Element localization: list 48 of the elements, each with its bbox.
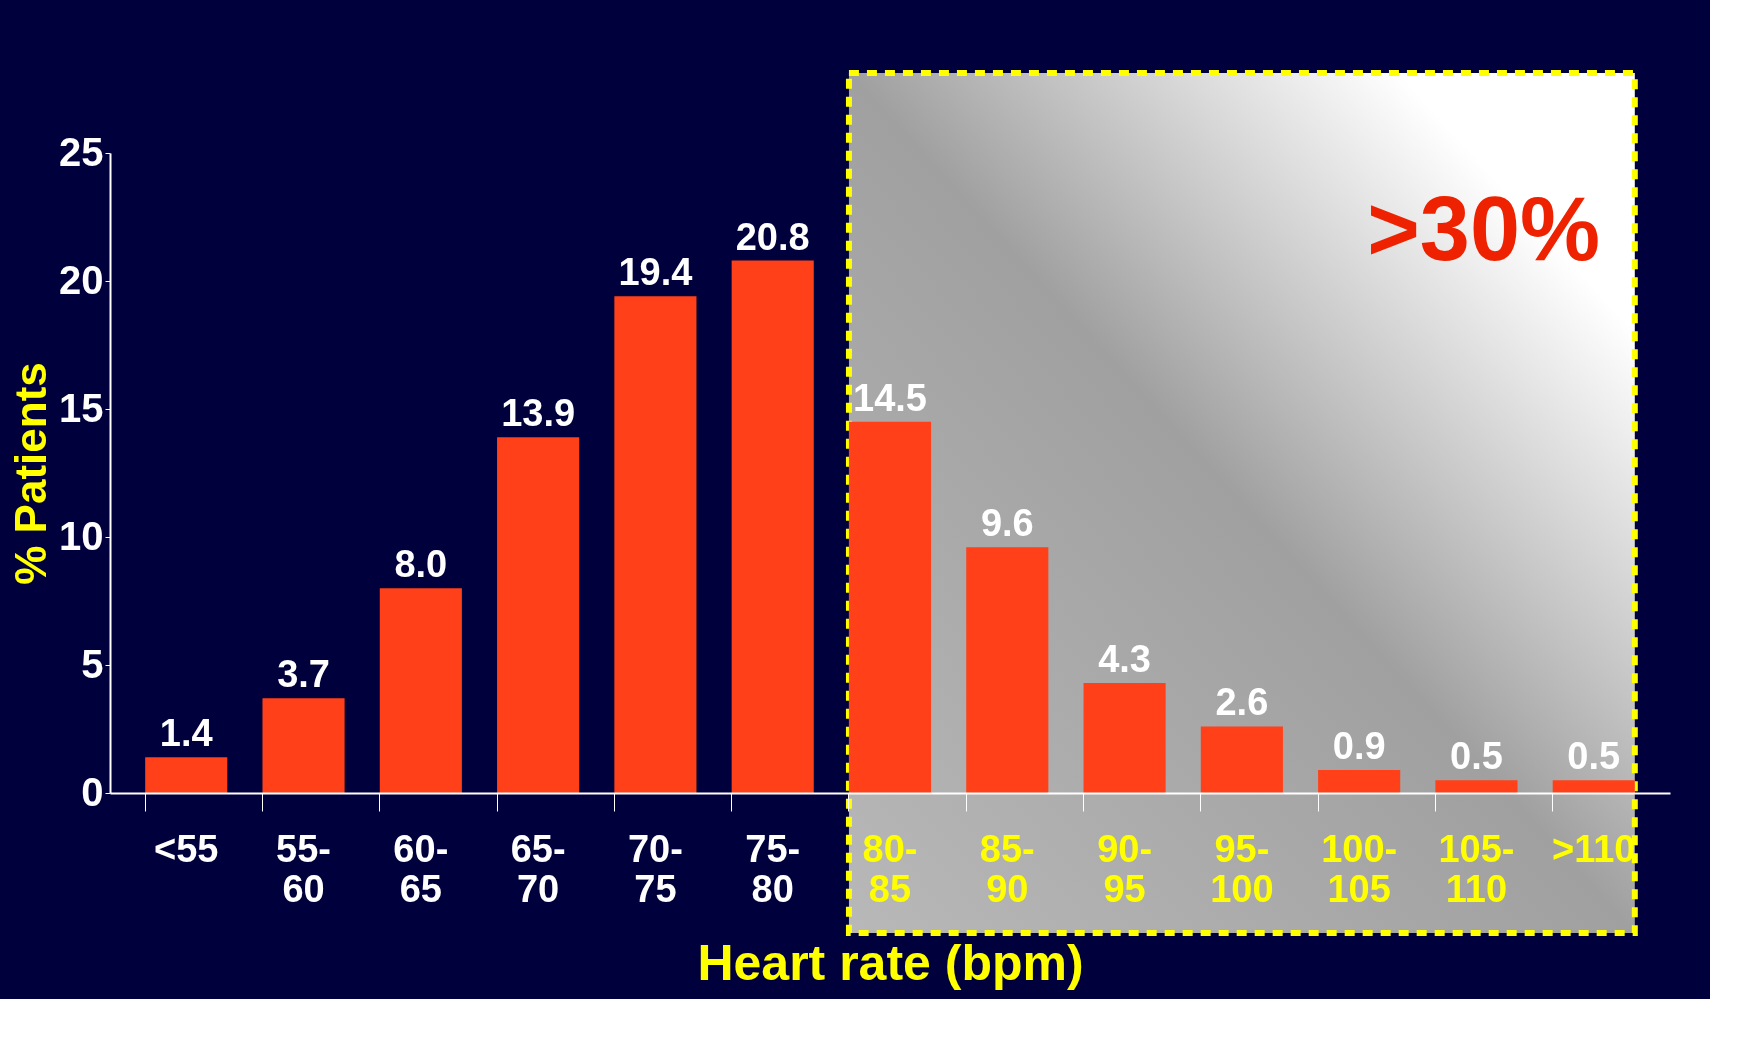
data-label: 20.8 <box>735 215 810 258</box>
y-tick-label: 25 <box>59 129 104 174</box>
x-tick-label: 85-90 <box>979 827 1035 910</box>
bar <box>1435 780 1518 793</box>
x-tick-label: 90-95 <box>1097 827 1153 910</box>
bar <box>1552 780 1635 793</box>
x-tick-label: 80-85 <box>862 827 918 910</box>
data-label: 0.5 <box>1450 735 1503 778</box>
y-tick-label: 10 <box>59 513 104 558</box>
y-tick-label: 20 <box>59 257 104 302</box>
y-tick-label: 0 <box>81 769 104 814</box>
bar <box>497 437 580 793</box>
x-tick-label: 55-60 <box>276 827 331 910</box>
x-tick-label: >110 <box>1552 827 1636 870</box>
bar <box>731 260 814 793</box>
bar <box>1083 682 1166 793</box>
annotation: >30% <box>1367 179 1600 279</box>
data-label: 0.5 <box>1567 735 1621 778</box>
x-tick-label: 95-100 <box>1210 827 1274 910</box>
x-tick-label: 65-70 <box>510 827 566 910</box>
bar <box>379 588 462 793</box>
bar <box>614 296 697 793</box>
x-tick-label: 100-105 <box>1321 827 1398 910</box>
bar <box>1318 769 1401 793</box>
bar <box>262 698 345 793</box>
x-tick-label: <55 <box>154 827 219 870</box>
data-label: 14.5 <box>853 376 927 419</box>
data-label: 19.4 <box>618 251 693 294</box>
data-label: 1.4 <box>159 712 213 755</box>
x-tick-label: 75-80 <box>745 827 801 910</box>
y-axis-title: % Patients <box>6 362 56 585</box>
x-axis-title: Heart rate (bpm) <box>697 934 1084 991</box>
y-tick-label: 5 <box>81 641 104 686</box>
y-tick-label: 15 <box>59 385 104 430</box>
data-label: 4.3 <box>1098 637 1151 680</box>
x-tick-label: 60-65 <box>393 827 449 910</box>
data-label: 0.9 <box>1332 724 1386 767</box>
data-label: 2.6 <box>1215 681 1269 724</box>
data-label: 9.6 <box>980 502 1034 545</box>
bar <box>848 421 932 793</box>
data-label: 3.7 <box>277 653 330 696</box>
data-label: 13.9 <box>501 392 576 435</box>
bar <box>966 547 1049 793</box>
x-tick-label: 70-75 <box>627 827 683 910</box>
bar <box>145 757 228 793</box>
x-tick-label: 105-110 <box>1438 827 1515 910</box>
data-label: 8.0 <box>394 543 448 586</box>
bar <box>1200 726 1283 793</box>
